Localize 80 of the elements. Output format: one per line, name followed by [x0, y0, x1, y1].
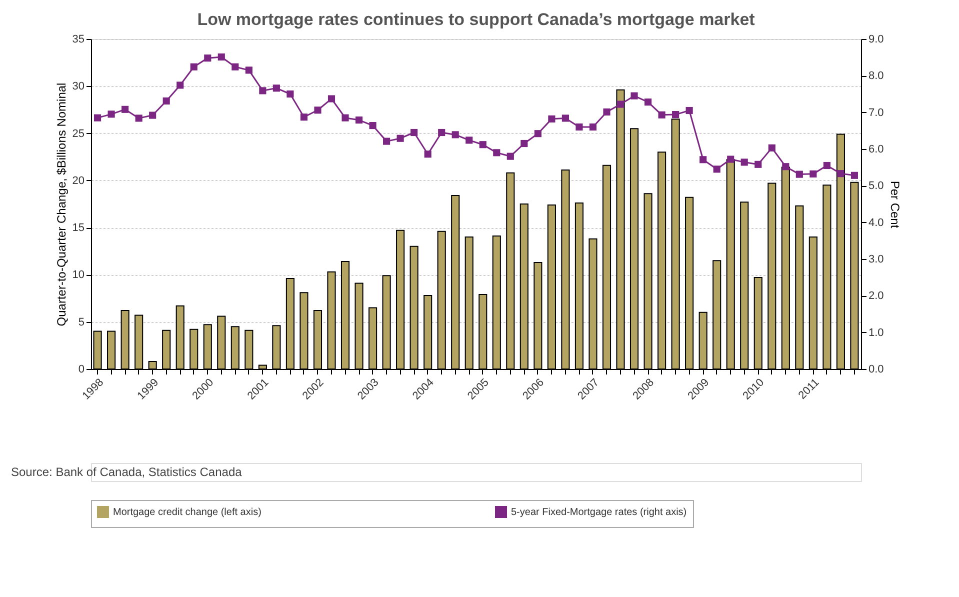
point [700, 156, 707, 164]
point [782, 163, 790, 170]
source-note: Source: Bank of Canada, Statistics Canada [11, 465, 242, 479]
point [149, 112, 156, 119]
point [286, 90, 294, 98]
y2-tick-label: 6.0 [868, 144, 884, 156]
point [190, 63, 198, 70]
point [452, 131, 459, 138]
y-tick-label: 5 [78, 316, 84, 328]
point [493, 149, 500, 156]
y2-tick-label: 3.0 [868, 254, 884, 266]
point [410, 128, 418, 136]
point [576, 123, 583, 131]
point [438, 128, 446, 136]
point [232, 63, 239, 70]
point [176, 82, 184, 89]
point [108, 110, 115, 118]
point [850, 172, 858, 179]
point [713, 166, 720, 173]
point [328, 95, 336, 102]
point [218, 53, 225, 60]
chart-title: Low mortgage rates continues to support Canada’s mortgage market [197, 10, 756, 29]
y2-tick-label: 1.0 [868, 326, 884, 339]
point [740, 158, 748, 166]
point [204, 54, 212, 62]
y2-tick-label: 4.0 [868, 216, 884, 229]
point [754, 160, 762, 168]
y2-tick-label: 8.0 [868, 70, 884, 82]
point [562, 114, 569, 122]
y-tick-label: 30 [72, 80, 84, 93]
point [383, 138, 390, 145]
point [314, 106, 322, 114]
y-axis-title: Quarter-to-Quarter Change, $Billions Nominal [54, 82, 68, 326]
point [272, 84, 280, 92]
point [506, 152, 514, 160]
point [727, 156, 734, 163]
y-tick-label: 0 [78, 364, 84, 376]
point [520, 140, 528, 148]
y-tick-label: 25 [72, 128, 84, 140]
point [644, 98, 652, 106]
point [369, 122, 376, 130]
point [94, 114, 102, 122]
point [300, 114, 308, 121]
y2-axis-title: Per Cent [888, 180, 902, 229]
y2-tick-label: 0.0 [868, 364, 884, 376]
point [768, 144, 776, 152]
y-tick-label: 35 [72, 34, 84, 46]
point [837, 170, 844, 178]
point [603, 108, 610, 116]
point [135, 114, 142, 122]
y2-tick-label: 7.0 [868, 106, 884, 119]
point [823, 162, 830, 170]
point [245, 66, 252, 74]
point [479, 141, 486, 148]
point [810, 170, 817, 178]
point [355, 116, 363, 124]
point [630, 92, 638, 100]
point [396, 134, 404, 142]
y-tick-label: 15 [72, 222, 84, 234]
point [122, 106, 129, 113]
point [686, 106, 693, 114]
point [672, 110, 680, 118]
y2-tick-label: 9.0 [868, 34, 884, 46]
y2-tick-label: 2.0 [868, 290, 884, 302]
y-tick-label: 20 [72, 174, 84, 187]
point [342, 114, 349, 122]
y-tick-label: 10 [72, 269, 84, 282]
point [534, 130, 542, 138]
point [548, 115, 556, 122]
point [589, 123, 597, 131]
legend-label: Mortgage credit change (left axis) [113, 507, 262, 518]
point [259, 87, 266, 94]
point [162, 97, 170, 104]
point [796, 170, 803, 178]
point [466, 136, 473, 144]
point [658, 111, 666, 118]
point [424, 150, 432, 158]
legend-label: 5-year Fixed-Mortgage rates (right axis) [511, 507, 687, 518]
point [616, 100, 624, 108]
y2-tick-label: 5.0 [868, 180, 884, 192]
